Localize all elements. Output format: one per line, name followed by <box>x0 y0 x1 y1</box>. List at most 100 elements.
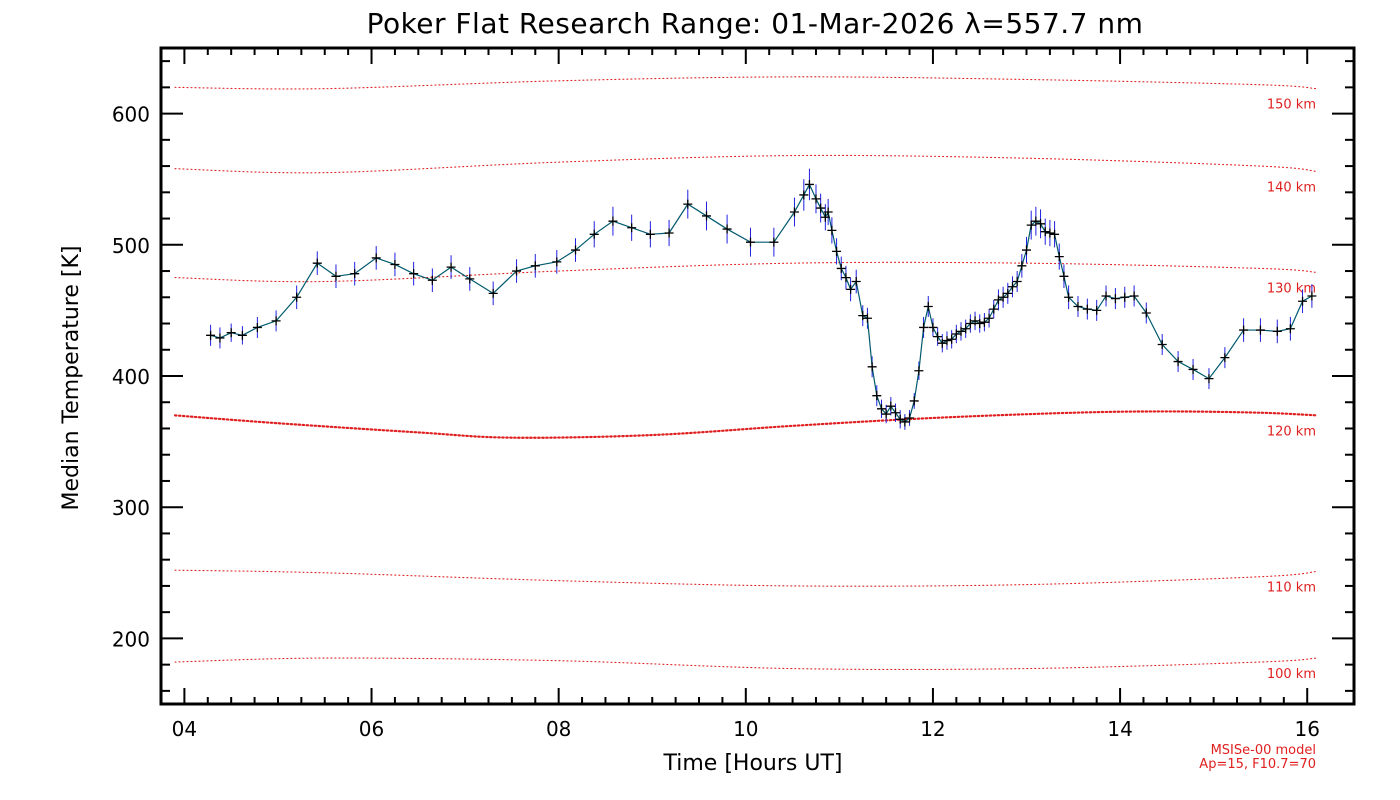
data-point <box>1307 291 1317 301</box>
data-point <box>816 203 826 213</box>
data-point <box>891 408 901 418</box>
data-point <box>811 194 821 204</box>
data-point <box>627 223 637 233</box>
x-axis-label: Time [Hours UT] <box>663 751 843 776</box>
data-point <box>465 274 475 284</box>
model-curve-140km <box>174 154 1318 174</box>
data-point <box>427 275 437 285</box>
data-point <box>836 263 846 273</box>
data-point <box>1110 294 1120 304</box>
data-point <box>1022 245 1032 255</box>
model-curve-label: 110 km <box>1267 580 1316 595</box>
data-point <box>1092 305 1102 315</box>
data-point <box>820 212 830 222</box>
data-point <box>745 237 755 247</box>
data-point <box>1031 216 1041 226</box>
data-point <box>664 228 674 238</box>
data-point <box>919 322 929 332</box>
model-curve-130km <box>174 261 1318 283</box>
data-point <box>1272 326 1282 336</box>
data-point <box>1017 261 1027 271</box>
data-point <box>862 313 872 323</box>
y-tick-label: 600 <box>112 103 150 127</box>
data-point <box>979 317 989 327</box>
data-point <box>722 224 732 234</box>
data-point <box>975 319 985 329</box>
data-point <box>989 304 999 314</box>
data-point <box>923 301 933 311</box>
data-point <box>769 237 779 247</box>
data-point <box>226 328 236 338</box>
data-point <box>823 207 833 217</box>
data-point <box>928 322 938 332</box>
data-point <box>237 330 247 340</box>
data-point <box>841 273 851 283</box>
data-point <box>371 253 381 263</box>
y-axis-label: Median Temperature [K] <box>59 246 84 511</box>
data-series <box>206 168 1317 430</box>
data-point <box>1220 353 1230 363</box>
axis-ticks: 04 06 08 10 12 14 16 200 300 400 500 600 <box>112 48 1354 741</box>
x-tick-label: 10 <box>733 717 758 741</box>
model-curve-120km <box>173 410 1318 439</box>
y-tick-label: 400 <box>112 365 150 389</box>
data-point <box>956 326 966 336</box>
data-point <box>895 414 905 424</box>
data-point <box>881 409 891 419</box>
data-point <box>804 179 814 189</box>
data-point <box>1007 282 1017 292</box>
data-point <box>1003 288 1013 298</box>
data-point <box>1188 364 1198 374</box>
y-tick-label: 200 <box>112 627 150 651</box>
data-point <box>530 261 540 271</box>
data-point <box>1255 325 1265 335</box>
data-point <box>993 295 1003 305</box>
data-point <box>1026 220 1036 230</box>
model-note-line-1: MSISe-00 model <box>1211 743 1316 758</box>
data-point <box>1129 291 1139 301</box>
data-point <box>905 413 915 423</box>
data-point <box>846 284 856 294</box>
data-point <box>1120 292 1130 302</box>
data-point <box>947 334 957 344</box>
data-point <box>1059 271 1069 281</box>
data-point <box>645 229 655 239</box>
data-point <box>1101 291 1111 301</box>
data-point <box>914 366 924 376</box>
model-curve-label: 150 km <box>1267 98 1316 113</box>
model-curve-110km <box>174 569 1318 587</box>
data-point <box>886 401 896 411</box>
model-curve-label: 100 km <box>1267 667 1316 682</box>
model-curve-label: 140 km <box>1267 180 1316 195</box>
data-point <box>984 313 994 323</box>
data-point <box>350 269 360 279</box>
data-point <box>1036 219 1046 229</box>
data-point <box>1073 301 1083 311</box>
data-point <box>608 216 618 226</box>
data-point <box>1239 325 1249 335</box>
chart-title: Poker Flat Research Range: 01-Mar-2026 λ… <box>367 7 1144 40</box>
data-point <box>292 292 302 302</box>
data-point <box>1173 357 1183 367</box>
data-point <box>942 336 952 346</box>
data-point <box>789 207 799 217</box>
data-point <box>933 332 943 342</box>
data-point <box>858 311 868 321</box>
data-point <box>1298 296 1308 306</box>
data-point <box>900 417 910 427</box>
model-curve-label: 120 km <box>1267 424 1316 439</box>
data-point <box>909 396 919 406</box>
data-point <box>1050 229 1060 239</box>
plot-frame <box>159 46 1356 706</box>
y-tick-label: 500 <box>112 234 150 258</box>
model-note-line-2: Ap=15, F10.7=70 <box>1199 757 1316 772</box>
x-tick-label: 04 <box>172 717 197 741</box>
data-point <box>589 229 599 239</box>
data-point <box>206 330 216 340</box>
data-point <box>683 199 693 209</box>
data-point <box>1012 277 1022 287</box>
data-point <box>488 288 498 298</box>
data-point <box>1157 340 1167 350</box>
model-curve-100km <box>174 657 1318 671</box>
